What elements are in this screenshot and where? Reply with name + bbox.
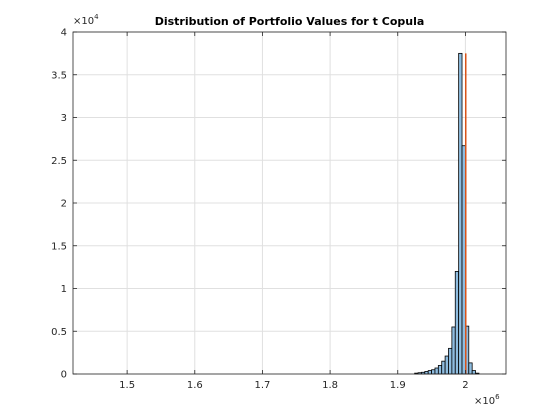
x-exponent-base: ×10 bbox=[474, 396, 495, 407]
x-tick-label: 1.7 bbox=[254, 380, 270, 391]
histogram-bar bbox=[451, 326, 456, 375]
y-tick-label: 3 bbox=[61, 113, 67, 124]
histogram-bar bbox=[437, 365, 443, 375]
histogram-bar bbox=[448, 347, 453, 375]
histogram-bar bbox=[431, 369, 436, 375]
chart-title: Distribution of Portfolio Values for t C… bbox=[155, 15, 425, 28]
y-exponent-label: ×104 bbox=[73, 13, 99, 27]
y-exponent-base: ×10 bbox=[73, 16, 94, 27]
x-tick-label: 2 bbox=[462, 380, 468, 391]
histogram-bar bbox=[434, 367, 439, 375]
histogram-bar bbox=[458, 52, 463, 375]
x-tick-label: 1.8 bbox=[322, 380, 338, 391]
y-tick-label: 0.5 bbox=[51, 327, 67, 338]
y-tick-label: 1 bbox=[61, 284, 67, 295]
y-tick-label: 0 bbox=[61, 370, 67, 381]
x-tick-label: 1.6 bbox=[187, 380, 203, 391]
histogram-bar bbox=[461, 145, 466, 375]
y-tick-label: 2.5 bbox=[51, 156, 67, 167]
histogram-bar bbox=[441, 360, 446, 375]
histogram-bar bbox=[468, 362, 473, 375]
x-exponent-label: ×106 bbox=[474, 393, 500, 407]
x-tick-label: 1.5 bbox=[119, 380, 135, 391]
x-tick-label: 1.9 bbox=[390, 380, 406, 391]
y-tick-label: 1.5 bbox=[51, 241, 67, 252]
y-tick-label: 2 bbox=[61, 199, 67, 210]
x-exponent-power: 6 bbox=[495, 393, 500, 401]
histogram-bar bbox=[444, 355, 449, 375]
histogram-bar bbox=[471, 370, 476, 375]
axis-ticks bbox=[73, 31, 506, 375]
histogram-bar bbox=[427, 370, 432, 375]
tick-labels: 1.5 1.6 1.7 1.8 1.9 2 0 0.5 1 1.5 2 2.5 3 3.5 4 bbox=[51, 28, 469, 392]
histogram-bar bbox=[454, 270, 460, 375]
y-tick-label: 4 bbox=[61, 28, 67, 39]
y-exponent-power: 4 bbox=[94, 13, 99, 21]
y-tick-label: 3.5 bbox=[51, 70, 67, 81]
